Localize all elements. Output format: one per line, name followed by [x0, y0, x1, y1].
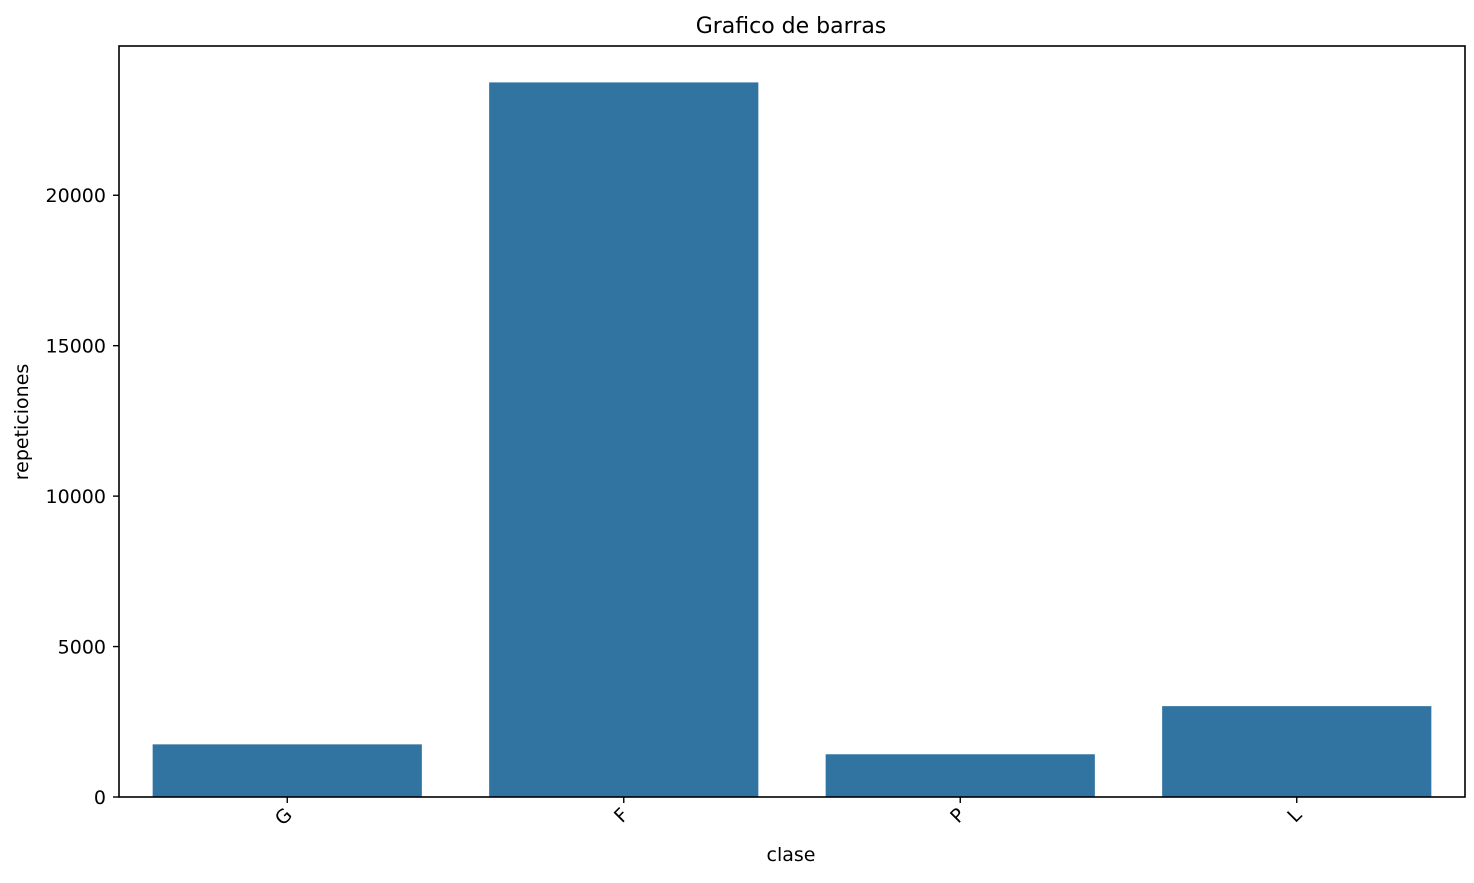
chart-title: Grafico de barras — [696, 14, 887, 39]
y-tick-label: 20000 — [46, 185, 106, 207]
y-axis-label: repeticiones — [11, 364, 33, 481]
y-axis: 0 5000 10000 15000 20000 — [46, 185, 119, 809]
y-tick-label: 10000 — [46, 486, 106, 508]
bar-p — [825, 754, 1095, 797]
bar-l — [1162, 706, 1432, 797]
y-tick-label: 5000 — [58, 637, 106, 659]
bar-f — [489, 82, 759, 797]
x-axis-label: clase — [767, 844, 816, 866]
bars-layer — [152, 82, 1432, 797]
y-tick-label: 0 — [94, 787, 106, 809]
plot-frame — [118, 45, 1466, 798]
y-tick-label: 15000 — [46, 336, 106, 358]
bar-g — [152, 744, 422, 797]
